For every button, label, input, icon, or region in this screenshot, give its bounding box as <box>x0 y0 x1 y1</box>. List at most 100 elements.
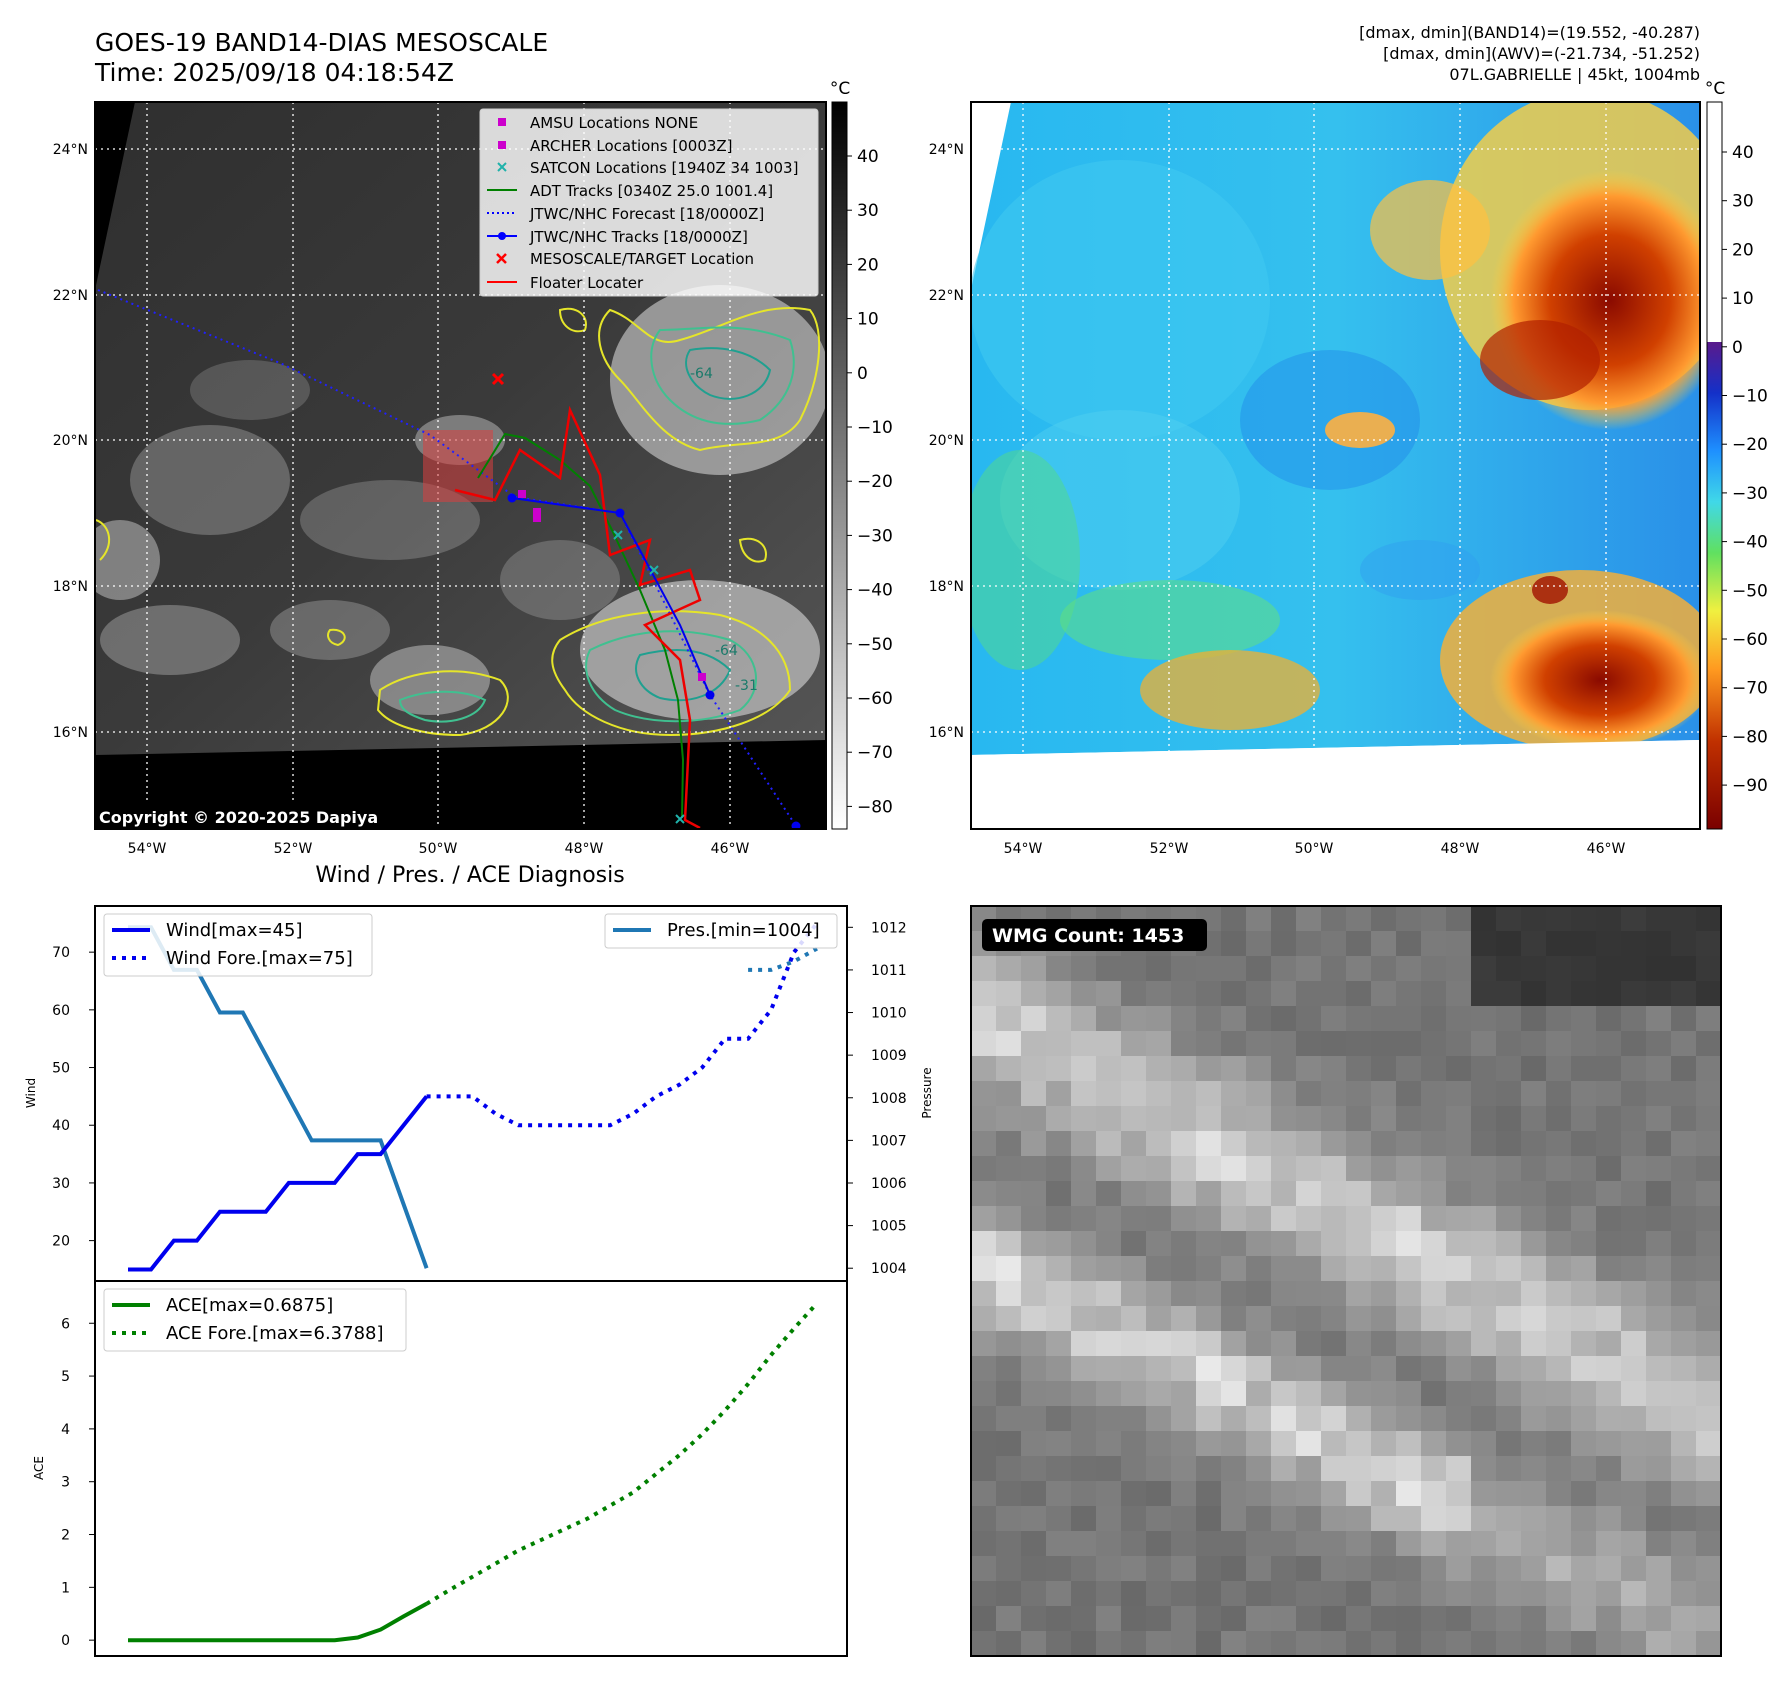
svg-text:18°N: 18°N <box>929 579 964 595</box>
wind-ylabel: Wind <box>24 1078 38 1108</box>
best-track <box>511 497 711 696</box>
svg-text:16°N: 16°N <box>53 725 88 741</box>
svg-text:JTWC/NHC Tracks [18/0000Z]: JTWC/NHC Tracks [18/0000Z] <box>529 228 748 246</box>
legend-wind-fore: Wind Fore.[max=75] <box>166 948 353 969</box>
ace-tick-1: 1 <box>61 1580 70 1596</box>
svg-text:SATCON Locations [1940Z 34 100: SATCON Locations [1940Z 34 1003] <box>530 159 798 177</box>
ir-colorbar-tick-8: −40 <box>857 581 893 601</box>
diagnosis-title: Wind / Pres. / ACE Diagnosis <box>315 863 624 888</box>
svg-text:20°N: 20°N <box>929 433 964 449</box>
ir-colorbar-tick-12: −80 <box>857 797 893 817</box>
wv-colorbar-tick-10: −60 <box>1732 630 1768 650</box>
ir-colorbar-tick-10: −60 <box>857 689 893 709</box>
ir-colorbar-unit: °C <box>830 79 850 99</box>
wv-map-panel: 24°N 22°N 20°N 18°N 16°N 54°W 52°W 50°W … <box>929 79 1768 857</box>
ir-map-panel: -64 -64 -31 <box>53 79 893 857</box>
svg-text:ARCHER Locations [0003Z]: ARCHER Locations [0003Z] <box>530 137 733 155</box>
ir-colorbar-tick-2: 20 <box>857 255 879 275</box>
wv-colorbar-unit: °C <box>1705 79 1725 99</box>
ir-colorbar: °C 40 30 20 10 0 −10 −20 −30 −40 −50 −60 −70 −80 <box>830 79 893 830</box>
legend-item-tracks: JTWC/NHC Tracks [18/0000Z] <box>487 228 748 246</box>
wmg-count-label: WMG Count: 1453 <box>992 925 1184 947</box>
ir-colorbar-tick-6: −20 <box>857 472 893 492</box>
wmg-pixel-blocks <box>971 906 1721 1656</box>
ace-tick-0: 0 <box>61 1633 70 1649</box>
svg-text:46°W: 46°W <box>1587 841 1626 857</box>
svg-text:20°N: 20°N <box>53 433 88 449</box>
ir-colorbar-tick-0: 40 <box>857 147 879 167</box>
wind-tick-3: 50 <box>52 1061 70 1077</box>
ir-colorbar-tick-3: 10 <box>857 310 879 330</box>
svg-text:JTWC/NHC Forecast [18/0000Z]: JTWC/NHC Forecast [18/0000Z] <box>529 205 764 223</box>
adt-track <box>477 432 685 819</box>
satcon-markers <box>613 530 685 824</box>
wv-colorbar-tick-11: −70 <box>1732 679 1768 699</box>
info-band14: [dmax, dmin](BAND14)=(19.552, -40.287) <box>1359 23 1700 42</box>
pressure-forecast-line <box>748 946 818 972</box>
legend-pressure: Pres.[min=1004] <box>667 920 820 941</box>
legend-ace: ACE[max=0.6875] <box>166 1295 333 1316</box>
wv-lat-ticks: 24°N 22°N 20°N 18°N 16°N <box>929 142 964 741</box>
wv-colorbar-tick-12: −80 <box>1732 727 1768 747</box>
legend-wind: Wind[max=45] <box>166 920 303 941</box>
ir-colorbar-tick-1: 30 <box>857 201 879 221</box>
ir-contours <box>95 307 821 737</box>
wind-legend: Wind[max=45] Wind Fore.[max=75] <box>103 913 373 977</box>
pressure-tick-0: 1004 <box>871 1261 907 1277</box>
pressure-tick-6: 1010 <box>871 1006 907 1022</box>
wind-line <box>128 1095 429 1272</box>
legend-item-archer: ARCHER Locations [0003Z] <box>498 137 733 155</box>
wv-features <box>971 102 1700 750</box>
ace-tick-6: 6 <box>61 1316 70 1332</box>
svg-text:48°W: 48°W <box>1441 841 1480 857</box>
wv-colorbar-tick-5: −10 <box>1732 387 1768 407</box>
svg-text:50°W: 50°W <box>1295 841 1334 857</box>
ace-legend: ACE[max=0.6875] ACE Fore.[max=6.3788] <box>103 1288 407 1352</box>
svg-text:22°N: 22°N <box>929 288 964 304</box>
pressure-tick-3: 1007 <box>871 1133 907 1149</box>
contour-label-3: -31 <box>735 678 758 694</box>
pressure-tick-7: 1011 <box>871 963 907 979</box>
pressure-tick-5: 1009 <box>871 1048 907 1064</box>
contour-label-1: -64 <box>690 366 713 382</box>
ace-tick-5: 5 <box>61 1369 70 1385</box>
legend-item-amsu: AMSU Locations NONE <box>498 114 698 132</box>
figure-title: GOES-19 BAND14-DIAS MESOSCALE <box>95 28 548 57</box>
pressure-tick-8: 1012 <box>871 920 907 936</box>
wmg-panel: WMG Count: 1453 <box>970 905 1722 1657</box>
svg-text:54°W: 54°W <box>128 841 167 857</box>
pressure-tick-2: 1006 <box>871 1176 907 1192</box>
wind-tick-2: 40 <box>52 1118 70 1134</box>
svg-text:50°W: 50°W <box>419 841 458 857</box>
svg-text:52°W: 52°W <box>274 841 313 857</box>
ir-colorbar-tick-11: −70 <box>857 743 893 763</box>
diagnosis-panel: Wind / Pres. / ACE Diagnosis Wind Pressu… <box>24 863 934 1657</box>
svg-text:ADT Tracks [0340Z 25.0 1001.4]: ADT Tracks [0340Z 25.0 1001.4] <box>530 182 773 200</box>
ace-ylabel: ACE <box>32 1456 46 1480</box>
ace-line <box>128 1602 428 1643</box>
wv-colorbar-tick-4: 0 <box>1732 338 1743 358</box>
wv-colorbar-tick-1: 30 <box>1732 192 1754 212</box>
legend-item-satcon: SATCON Locations [1940Z 34 1003] <box>497 159 798 177</box>
wv-colorbar-tick-0: 40 <box>1732 143 1754 163</box>
target-marker <box>491 372 505 386</box>
legend-item-adt: ADT Tracks [0340Z 25.0 1001.4] <box>487 182 773 200</box>
pressure-tick-4: 1008 <box>871 1091 907 1107</box>
wv-colorbar-tick-3: 10 <box>1732 289 1754 309</box>
ir-lon-ticks: 54°W 52°W 50°W 48°W 46°W <box>128 841 750 857</box>
svg-text:24°N: 24°N <box>53 142 88 158</box>
wv-colorbar-tick-9: −50 <box>1732 581 1768 601</box>
wv-gridlines <box>971 102 1700 829</box>
ir-colorbar-tick-7: −30 <box>857 526 893 546</box>
copyright-text: Copyright © 2020-2025 Dapiya <box>99 808 378 827</box>
ir-legend: AMSU Locations NONE ARCHER Locations [00… <box>479 108 819 297</box>
svg-text:22°N: 22°N <box>53 288 88 304</box>
ir-colorbar-tick-9: −50 <box>857 635 893 655</box>
svg-text:24°N: 24°N <box>929 142 964 158</box>
svg-text:46°W: 46°W <box>711 841 750 857</box>
info-storm: 07L.GABRIELLE | 45kt, 1004mb <box>1449 65 1700 84</box>
wind-tick-0: 20 <box>52 1234 70 1250</box>
pressure-legend: Pres.[min=1004] <box>604 913 838 949</box>
ir-colorbar-tick-4: 0 <box>857 364 868 384</box>
